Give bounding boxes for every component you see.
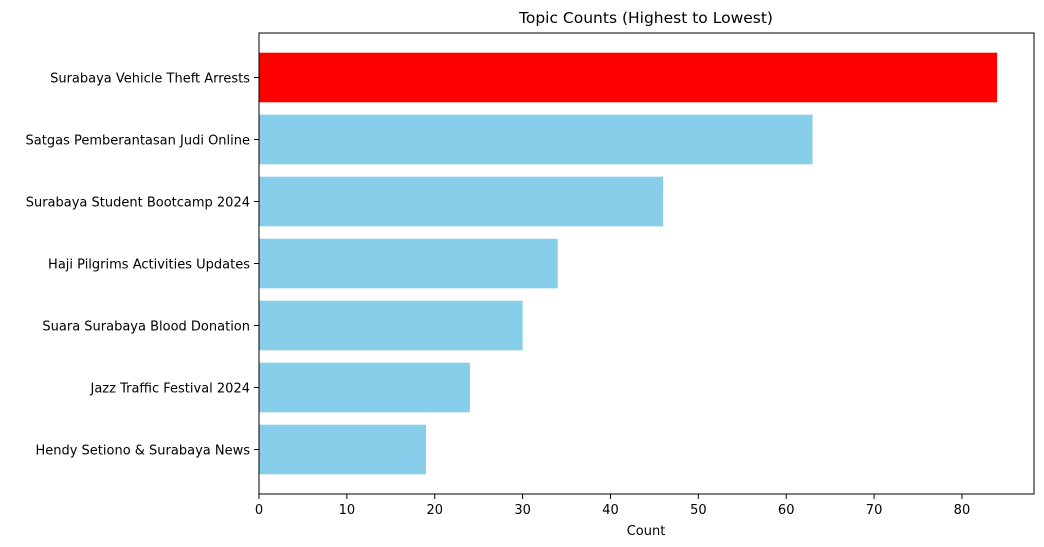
bar-3 bbox=[259, 176, 664, 227]
chart-title: Topic Counts (Highest to Lowest) bbox=[518, 9, 773, 27]
y-tick-label: Surabaya Student Bootcamp 2024 bbox=[26, 196, 250, 211]
bar-6 bbox=[259, 362, 470, 413]
x-tick-label: 0 bbox=[255, 503, 263, 518]
x-tick-label: 60 bbox=[778, 503, 795, 518]
x-tick-label: 10 bbox=[339, 503, 356, 518]
x-tick-label: 80 bbox=[954, 503, 971, 518]
x-tick-label: 30 bbox=[514, 503, 531, 518]
x-tick-label: 40 bbox=[602, 503, 619, 518]
x-axis-title: Count bbox=[627, 524, 666, 539]
y-tick-label: Jazz Traffic Festival 2024 bbox=[89, 382, 250, 397]
y-tick-label: Hendy Setiono & Surabaya News bbox=[35, 444, 250, 459]
y-tick-label: Surabaya Vehicle Theft Arrests bbox=[50, 72, 250, 87]
x-tick-label: 70 bbox=[866, 503, 883, 518]
x-tick-label: 20 bbox=[426, 503, 443, 518]
bar-1 bbox=[259, 52, 998, 103]
bar-4 bbox=[259, 238, 558, 289]
y-tick-label: Suara Surabaya Blood Donation bbox=[42, 320, 250, 335]
bar-5 bbox=[259, 300, 523, 351]
bar-7 bbox=[259, 424, 426, 475]
y-tick-label: Satgas Pemberantasan Judi Online bbox=[26, 134, 250, 149]
bar-2 bbox=[259, 114, 813, 165]
x-tick-label: 50 bbox=[690, 503, 707, 518]
y-tick-label: Haji Pilgrims Activities Updates bbox=[48, 258, 250, 273]
